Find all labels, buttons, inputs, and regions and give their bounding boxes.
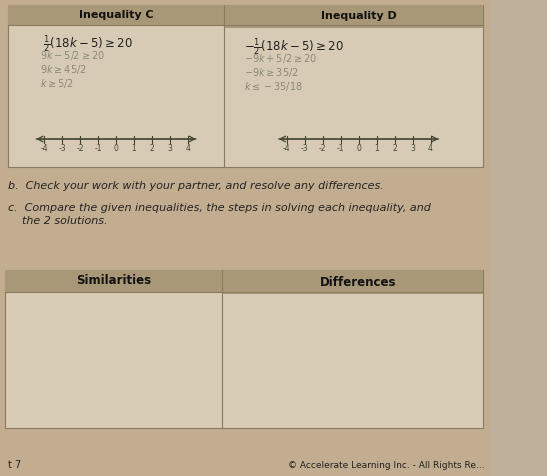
Text: 4: 4 [185, 144, 190, 153]
Text: -3: -3 [301, 144, 309, 153]
Text: $9k\geq 45/2$: $9k\geq 45/2$ [40, 63, 86, 76]
Text: 0: 0 [356, 144, 361, 153]
Text: -2: -2 [77, 144, 84, 153]
Bar [223, 270, 483, 294]
Text: t 7: t 7 [8, 460, 21, 470]
Text: 1: 1 [374, 144, 379, 153]
Text: $k\geq 5/2$: $k\geq 5/2$ [40, 77, 74, 90]
Text: -1: -1 [337, 144, 344, 153]
Bar [224, 5, 483, 28]
Text: -2: -2 [319, 144, 327, 153]
Text: © Accelerate Learning Inc. - All Rights Re...: © Accelerate Learning Inc. - All Rights … [288, 461, 485, 470]
Bar [5, 270, 483, 428]
Text: $-9k\geq 35/2$: $-9k\geq 35/2$ [244, 66, 299, 79]
Text: $9k-5/2\geq 20$: $9k-5/2\geq 20$ [40, 49, 105, 62]
Text: 3: 3 [167, 144, 172, 153]
Text: -4: -4 [283, 144, 290, 153]
Text: 4: 4 [428, 144, 433, 153]
Text: $\frac{1}{2}(18k-5)\geq 20$: $\frac{1}{2}(18k-5)\geq 20$ [43, 33, 133, 55]
Bar [5, 270, 223, 292]
Text: the 2 solutions.: the 2 solutions. [8, 216, 108, 226]
Text: -1: -1 [94, 144, 102, 153]
Text: -3: -3 [58, 144, 66, 153]
Text: Differences: Differences [319, 276, 396, 288]
Text: 3: 3 [410, 144, 415, 153]
Text: 2: 2 [150, 144, 154, 153]
Bar [8, 5, 483, 167]
Text: Inequality D: Inequality D [321, 11, 397, 21]
Text: Inequality C: Inequality C [79, 10, 153, 20]
Bar [8, 5, 224, 25]
Text: $-\frac{1}{2}(18k-5)\geq 20$: $-\frac{1}{2}(18k-5)\geq 20$ [244, 36, 344, 58]
Text: c.  Compare the given inequalities, the steps in solving each inequality, and: c. Compare the given inequalities, the s… [8, 203, 431, 213]
Bar [490, 0, 547, 476]
Text: b.  Check your work with your partner, and resolve any differences.: b. Check your work with your partner, an… [8, 181, 384, 191]
Text: 2: 2 [392, 144, 397, 153]
Text: 0: 0 [114, 144, 119, 153]
Text: -4: -4 [40, 144, 48, 153]
Text: $k\leq -35/18$: $k\leq -35/18$ [244, 80, 303, 93]
Text: Similarities: Similarities [76, 275, 152, 288]
Text: $-9k+5/2\geq 20$: $-9k+5/2\geq 20$ [244, 52, 317, 65]
Text: 1: 1 [132, 144, 136, 153]
